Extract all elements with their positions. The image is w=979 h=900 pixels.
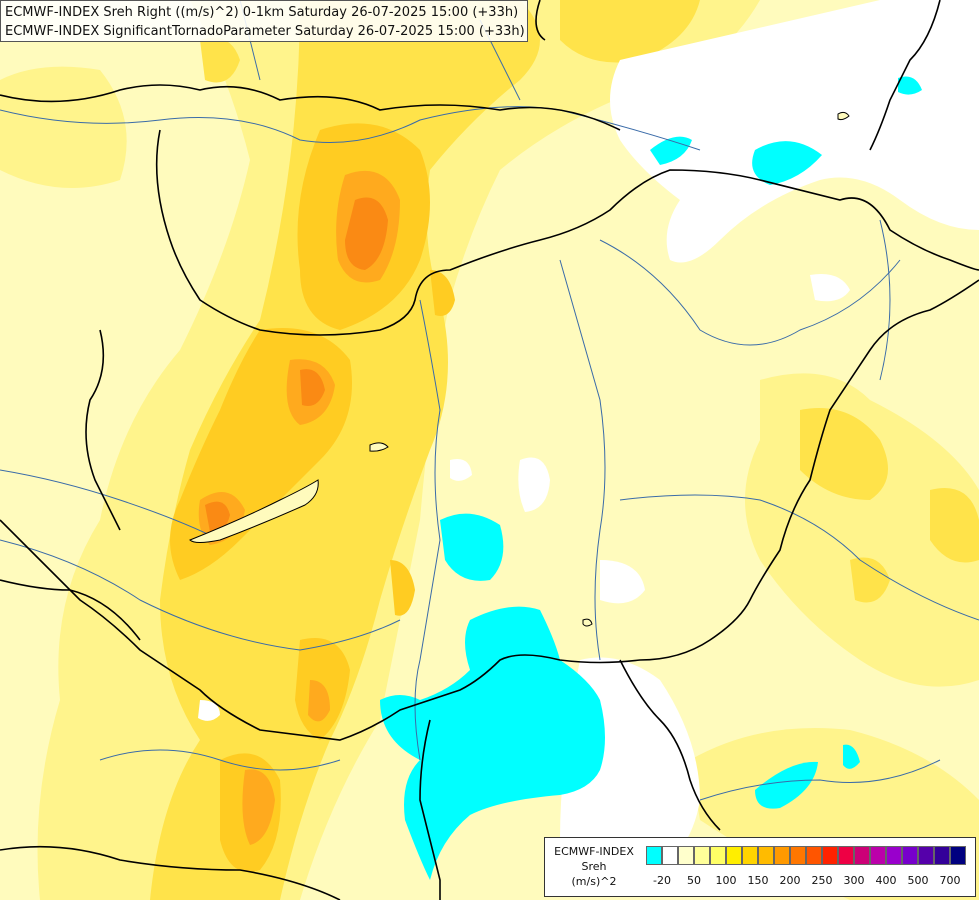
legend-swatch [886, 846, 902, 865]
legend-swatch [934, 846, 950, 865]
legend-swatch [790, 846, 806, 865]
legend-unit: (m/s)^2 [571, 875, 617, 888]
legend-swatch [758, 846, 774, 865]
yellow-field [150, 0, 979, 900]
legend-swatch [950, 846, 966, 865]
legend-swatch [710, 846, 726, 865]
legend-swatch [854, 846, 870, 865]
legend-swatch [918, 846, 934, 865]
color-legend: ECMWF-INDEX Sreh (m/s)^2 -20 50 100 150 200 2… [544, 837, 976, 897]
legend-tick-label: 500 [907, 874, 929, 887]
legend-swatch [870, 846, 886, 865]
legend-swatch [646, 846, 662, 865]
legend-swatch [838, 846, 854, 865]
legend-tick-label: 150 [747, 874, 769, 887]
legend-tick-label: 200 [779, 874, 801, 887]
legend-swatch [902, 846, 918, 865]
legend-tick-label: 50 [687, 874, 701, 887]
legend-swatch [662, 846, 678, 865]
legend-tick-label: 100 [715, 874, 737, 887]
legend-source: ECMWF-INDEX [554, 845, 634, 858]
balaton-lake [189, 479, 319, 543]
lakes [189, 111, 850, 627]
dark-orange-field [205, 197, 388, 533]
legend-tick-label: -20 [653, 874, 671, 887]
legend-swatch [806, 846, 822, 865]
legend-tick-label: 250 [811, 874, 833, 887]
legend-swatch [742, 846, 758, 865]
legend-swatch [822, 846, 838, 865]
legend-tick-label: 300 [843, 874, 865, 887]
legend-tick-label: 400 [875, 874, 897, 887]
legend-swatch [678, 846, 694, 865]
map-title-box: ECMWF-INDEX Sreh Right ((m/s)^2) 0-1km S… [0, 0, 528, 42]
legend-tick-label: 700 [939, 874, 961, 887]
title-line-2: ECMWF-INDEX SignificantTornadoParameter … [5, 24, 525, 39]
cyan-field [380, 76, 922, 880]
legend-swatch [726, 846, 742, 865]
legend-variable: Sreh [581, 860, 607, 873]
title-line-1: ECMWF-INDEX Sreh Right ((m/s)^2) 0-1km S… [5, 5, 519, 20]
legend-swatch [694, 846, 710, 865]
legend-swatch [774, 846, 790, 865]
